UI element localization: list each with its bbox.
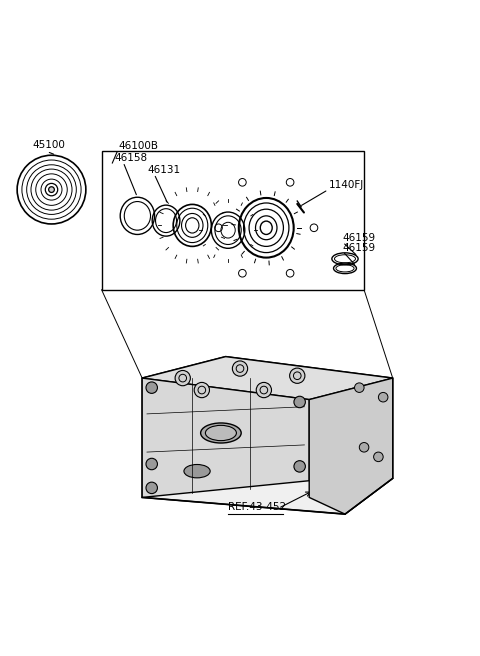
- Circle shape: [48, 187, 54, 192]
- Polygon shape: [142, 378, 309, 497]
- Circle shape: [256, 382, 272, 398]
- Circle shape: [360, 443, 369, 452]
- Text: 1140FJ: 1140FJ: [329, 180, 364, 190]
- Circle shape: [232, 361, 248, 376]
- Circle shape: [146, 482, 157, 493]
- Circle shape: [194, 382, 209, 398]
- Circle shape: [294, 461, 305, 472]
- Text: 46159: 46159: [343, 233, 376, 243]
- Circle shape: [289, 368, 305, 383]
- Circle shape: [146, 382, 157, 394]
- Circle shape: [378, 392, 388, 402]
- Circle shape: [355, 383, 364, 392]
- Text: 45100: 45100: [33, 140, 65, 150]
- Ellipse shape: [201, 423, 241, 443]
- Polygon shape: [142, 357, 393, 400]
- Text: 46158: 46158: [115, 153, 148, 163]
- Text: 46100B: 46100B: [118, 140, 158, 151]
- Text: 46159: 46159: [343, 243, 376, 253]
- Polygon shape: [142, 357, 393, 514]
- Ellipse shape: [205, 425, 237, 441]
- Text: 46131: 46131: [147, 165, 180, 175]
- Circle shape: [146, 459, 157, 470]
- Ellipse shape: [184, 464, 210, 478]
- Text: REF.43-452: REF.43-452: [228, 502, 286, 512]
- Polygon shape: [309, 378, 393, 514]
- Circle shape: [373, 452, 383, 462]
- FancyBboxPatch shape: [102, 152, 364, 290]
- Circle shape: [175, 371, 191, 386]
- Circle shape: [294, 396, 305, 407]
